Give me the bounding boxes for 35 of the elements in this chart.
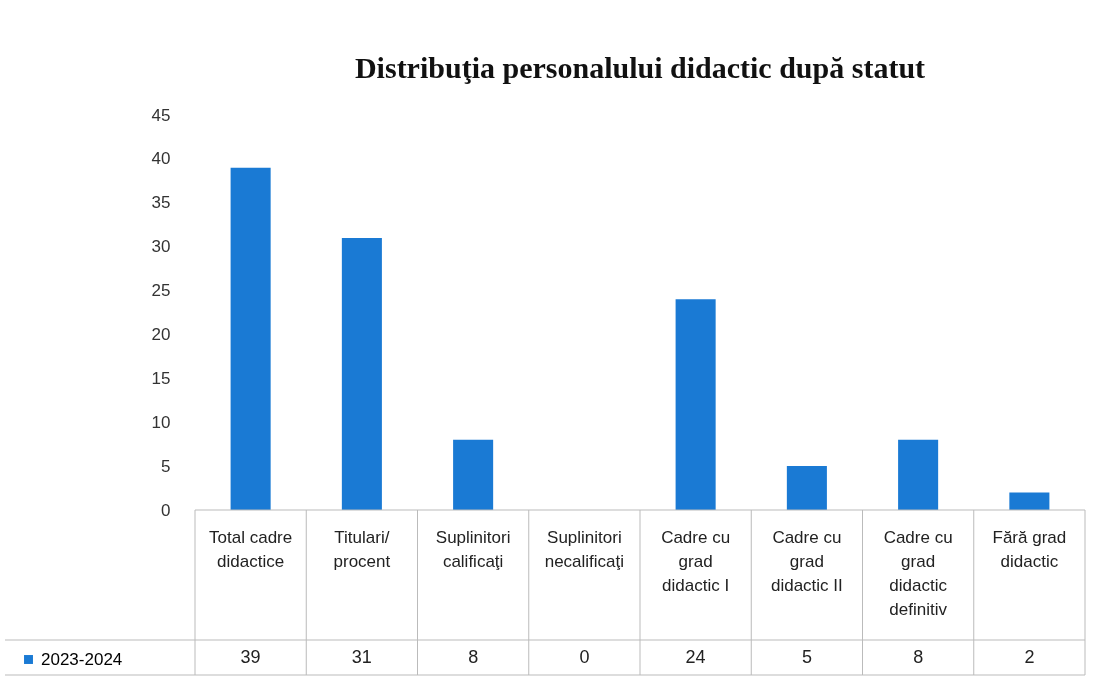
x-tick-label: Suplinitori calificaţi [435, 528, 511, 571]
data-label: 8 [913, 647, 924, 667]
x-tick-label: Titulari/ procent [333, 528, 391, 571]
y-tick-label: 10 [151, 412, 171, 432]
x-tick-label: Total cadre didactice [209, 528, 293, 571]
y-tick-label: 45 [151, 105, 171, 125]
y-tick-label: 20 [151, 324, 171, 344]
y-tick-label: 25 [151, 281, 171, 301]
data-label: 5 [801, 647, 812, 667]
bar [786, 466, 827, 510]
data-label: 31 [351, 647, 372, 667]
bar [1009, 492, 1050, 510]
data-label: 8 [468, 647, 479, 667]
data-label: 24 [685, 647, 706, 667]
x-tick-label: Suplinitori necalificaţi [544, 528, 625, 571]
bar [453, 439, 494, 510]
bar [230, 167, 271, 510]
bar [898, 439, 939, 510]
x-tick-label: Cadre cu grad didactic I [661, 528, 731, 595]
x-tick-label: Fără grad didactic [992, 528, 1067, 571]
y-tick-label: 35 [151, 193, 171, 213]
data-label: 39 [240, 647, 261, 667]
bar [675, 299, 716, 510]
data-label: 2 [1024, 647, 1035, 667]
y-tick-label: 30 [151, 237, 171, 257]
bar [341, 237, 382, 510]
y-tick-label: 40 [151, 149, 171, 169]
chart-title: Distribuţia personalului didactic după statut [354, 51, 926, 84]
x-tick-label: Cadre cu grad didactic II [770, 528, 843, 595]
x-tick-label: Cadre cu grad didactic definitiv [883, 528, 953, 619]
legend-label: 2023-2024 [41, 649, 123, 669]
y-tick-label: 15 [151, 368, 171, 388]
y-tick-label: 0 [161, 500, 171, 520]
y-tick-label: 5 [161, 456, 171, 476]
data-label: 0 [579, 647, 590, 667]
